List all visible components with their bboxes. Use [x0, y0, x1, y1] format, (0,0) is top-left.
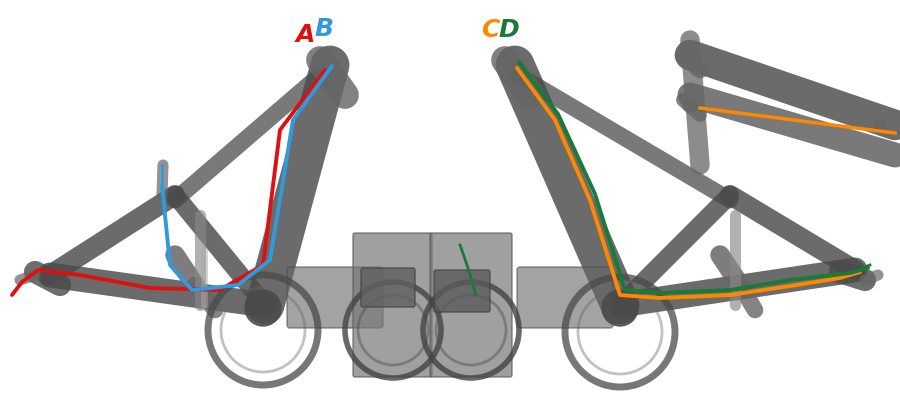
- FancyBboxPatch shape: [434, 270, 490, 312]
- Circle shape: [683, 98, 697, 112]
- FancyBboxPatch shape: [287, 267, 383, 328]
- Circle shape: [602, 290, 638, 326]
- Text: D: D: [499, 18, 519, 42]
- Text: B: B: [314, 17, 334, 41]
- FancyBboxPatch shape: [430, 233, 512, 377]
- Circle shape: [874, 119, 886, 131]
- Text: A: A: [295, 23, 315, 47]
- Circle shape: [682, 52, 698, 68]
- FancyBboxPatch shape: [353, 233, 432, 377]
- Circle shape: [245, 290, 281, 326]
- FancyBboxPatch shape: [517, 267, 613, 328]
- FancyBboxPatch shape: [361, 268, 415, 307]
- Text: C: C: [481, 18, 500, 42]
